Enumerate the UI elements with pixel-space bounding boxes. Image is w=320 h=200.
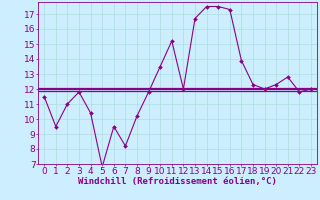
X-axis label: Windchill (Refroidissement éolien,°C): Windchill (Refroidissement éolien,°C) (78, 177, 277, 186)
